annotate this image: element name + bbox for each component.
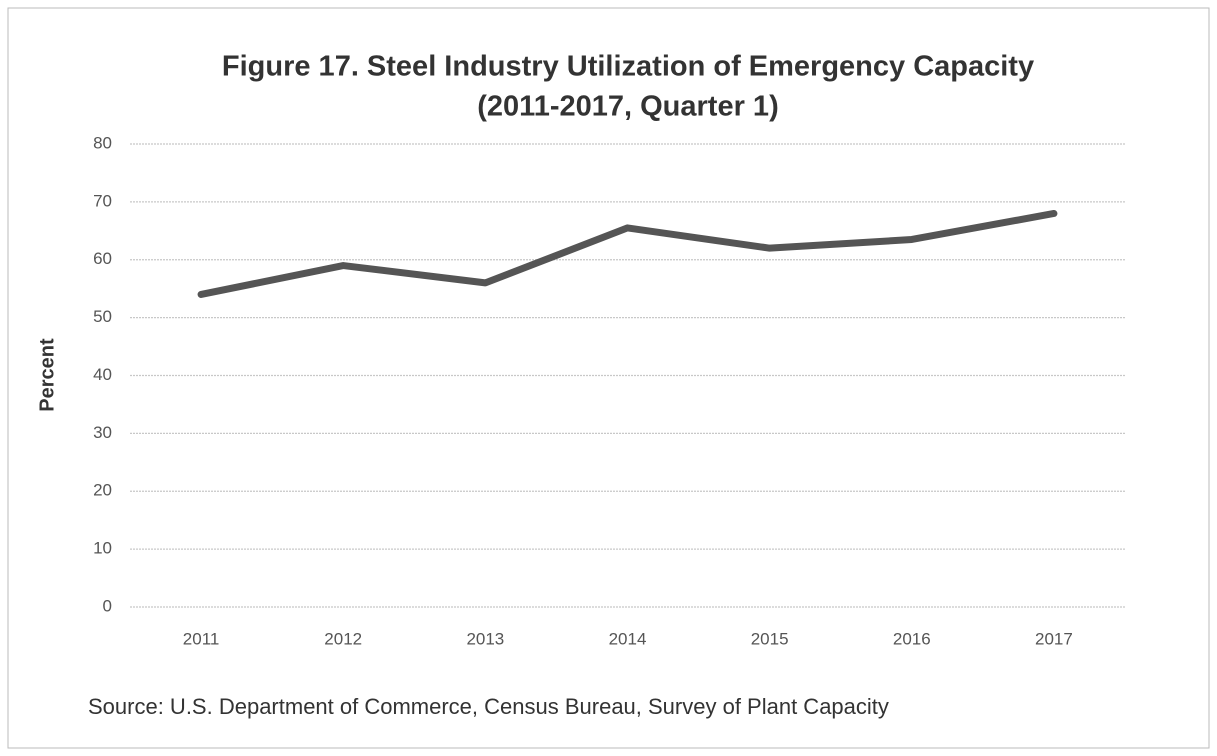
y-tick-label: 30: [93, 423, 112, 442]
x-tick-label: 2017: [1035, 629, 1073, 648]
x-tick-label: 2012: [324, 629, 362, 648]
chart-frame: [7, 7, 1210, 749]
x-tick-label: 2011: [183, 629, 220, 648]
chart-title: Figure 17. Steel Industry Utilization of…: [222, 51, 1034, 83]
y-tick-label: 60: [93, 249, 112, 268]
chart-subtitle: (2011-2017, Quarter 1): [477, 91, 778, 123]
x-tick-label: 2014: [609, 629, 647, 648]
y-tick-label: 0: [103, 596, 112, 615]
x-tick-label: 2013: [466, 629, 504, 648]
y-tick-label: 80: [93, 133, 112, 152]
data-line: [197, 209, 1058, 298]
source-note: Source: U.S. Department of Commerce, Cen…: [88, 694, 889, 719]
y-axis-label: Percent: [36, 338, 58, 412]
y-tick-label: 70: [93, 191, 112, 210]
y-tick-label: 10: [93, 539, 112, 558]
y-tick-label: 50: [93, 307, 112, 326]
y-tick-label: 20: [93, 481, 112, 500]
y-tick-label: 40: [93, 365, 112, 384]
x-tick-label: 2015: [751, 629, 789, 648]
x-tick-label: 2016: [893, 629, 931, 648]
